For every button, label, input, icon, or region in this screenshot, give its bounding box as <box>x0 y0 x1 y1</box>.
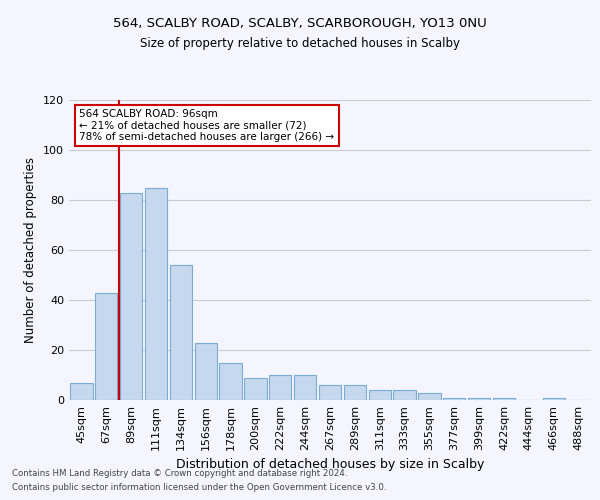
Bar <box>493 398 515 400</box>
Bar <box>294 375 316 400</box>
Bar <box>344 385 366 400</box>
Bar <box>170 265 192 400</box>
Bar <box>145 188 167 400</box>
Text: 564 SCALBY ROAD: 96sqm
← 21% of detached houses are smaller (72)
78% of semi-det: 564 SCALBY ROAD: 96sqm ← 21% of detached… <box>79 109 335 142</box>
X-axis label: Distribution of detached houses by size in Scalby: Distribution of detached houses by size … <box>176 458 484 471</box>
Bar <box>70 382 92 400</box>
Text: Size of property relative to detached houses in Scalby: Size of property relative to detached ho… <box>140 38 460 51</box>
Bar <box>220 362 242 400</box>
Bar <box>542 398 565 400</box>
Bar <box>194 342 217 400</box>
Bar <box>120 192 142 400</box>
Bar <box>368 390 391 400</box>
Text: Contains public sector information licensed under the Open Government Licence v3: Contains public sector information licen… <box>12 484 386 492</box>
Bar <box>269 375 292 400</box>
Bar <box>443 398 466 400</box>
Bar <box>319 385 341 400</box>
Bar <box>418 392 440 400</box>
Bar <box>244 378 266 400</box>
Y-axis label: Number of detached properties: Number of detached properties <box>25 157 37 343</box>
Text: Contains HM Land Registry data © Crown copyright and database right 2024.: Contains HM Land Registry data © Crown c… <box>12 468 347 477</box>
Bar <box>95 292 118 400</box>
Bar <box>468 398 490 400</box>
Bar <box>394 390 416 400</box>
Text: 564, SCALBY ROAD, SCALBY, SCARBOROUGH, YO13 0NU: 564, SCALBY ROAD, SCALBY, SCARBOROUGH, Y… <box>113 18 487 30</box>
